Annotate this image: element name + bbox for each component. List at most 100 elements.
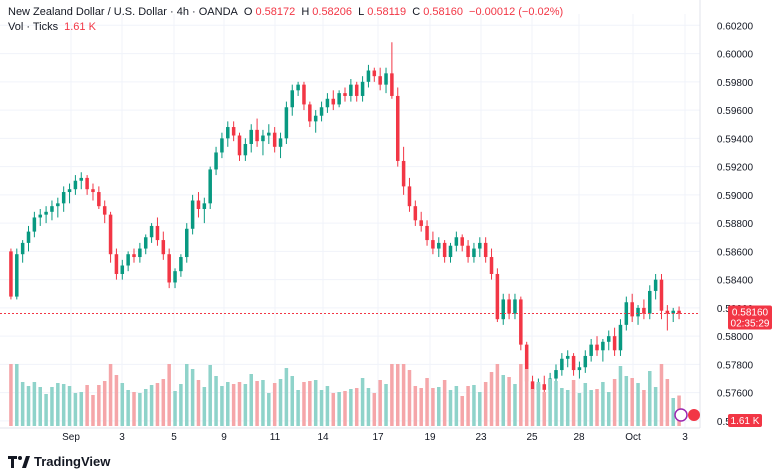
low-label: L bbox=[358, 6, 365, 18]
candle-body bbox=[565, 355, 570, 359]
candle-body bbox=[595, 344, 599, 351]
candle-body bbox=[507, 299, 511, 314]
candle-body bbox=[20, 242, 25, 255]
candle-body bbox=[495, 273, 500, 320]
volume-bar bbox=[325, 386, 330, 426]
volume-bar bbox=[255, 381, 259, 426]
candle-body bbox=[343, 93, 347, 96]
volume-bar bbox=[50, 387, 54, 426]
y-tick-label: 0.59000 bbox=[717, 191, 754, 202]
candle-body bbox=[671, 310, 675, 314]
volume-bar bbox=[226, 382, 230, 426]
volume-bar bbox=[618, 366, 623, 426]
candle-body bbox=[677, 310, 681, 314]
candle-body bbox=[149, 225, 154, 238]
volume-bar bbox=[32, 382, 37, 426]
volume-bar bbox=[231, 384, 236, 426]
candle-body bbox=[360, 81, 365, 96]
candle-body bbox=[612, 336, 617, 351]
volume-bar bbox=[407, 370, 412, 426]
volume-bar bbox=[261, 380, 265, 426]
volume-bar bbox=[102, 381, 107, 426]
candle-body bbox=[624, 302, 629, 325]
volume-bar bbox=[507, 377, 511, 426]
candle-body bbox=[255, 129, 259, 142]
candle-body bbox=[26, 231, 31, 243]
low-value: 0.58119 bbox=[367, 6, 407, 18]
close-value: 0.58160 bbox=[423, 6, 463, 18]
volume-bar bbox=[530, 389, 535, 426]
volume-bar bbox=[61, 384, 66, 426]
volume-bar bbox=[173, 391, 177, 426]
volume-bar bbox=[67, 386, 72, 426]
candle-body bbox=[61, 192, 66, 204]
candle-body bbox=[401, 160, 406, 187]
y-tick-label: 0.57600 bbox=[717, 389, 754, 400]
volume-bar bbox=[114, 375, 119, 426]
candle-body bbox=[44, 211, 48, 215]
volume-bar bbox=[665, 379, 670, 426]
volume-bar bbox=[431, 388, 435, 426]
volume-bar bbox=[308, 381, 312, 426]
candle-body bbox=[267, 132, 271, 136]
volume-bar bbox=[38, 387, 42, 426]
candle-body bbox=[483, 242, 488, 258]
volume-bar bbox=[143, 389, 148, 426]
volume-bar bbox=[560, 388, 564, 426]
candle-body bbox=[325, 98, 330, 108]
volume-bar bbox=[524, 369, 529, 426]
candle-body bbox=[126, 254, 130, 266]
volume-bar bbox=[290, 376, 295, 426]
open-label: O bbox=[243, 6, 253, 18]
volume-bar bbox=[220, 386, 224, 426]
candle-body bbox=[648, 290, 652, 314]
candle-body bbox=[372, 70, 377, 77]
candle-body bbox=[366, 70, 371, 82]
candle-body bbox=[184, 228, 189, 258]
candle-body bbox=[489, 257, 494, 274]
candle-body bbox=[161, 240, 166, 255]
y-tick-label: 0.58600 bbox=[717, 247, 754, 258]
tradingview-logo[interactable]: TradingView bbox=[8, 454, 110, 469]
y-tick-label: 0.59600 bbox=[717, 106, 754, 117]
volume-bar bbox=[483, 382, 488, 426]
volume-bar bbox=[343, 391, 347, 426]
candle-body bbox=[472, 248, 476, 258]
volume-bar bbox=[642, 390, 646, 426]
y-tick-label: 0.59200 bbox=[717, 163, 754, 174]
volume-badge-bg bbox=[728, 414, 762, 427]
volume-bar bbox=[296, 390, 300, 426]
volume-bar bbox=[425, 378, 429, 426]
candle-body bbox=[454, 237, 459, 246]
volume-bar bbox=[565, 390, 570, 426]
candle-body bbox=[606, 336, 611, 342]
candle-body bbox=[179, 257, 183, 272]
candle-body bbox=[530, 381, 535, 390]
candle-body bbox=[425, 225, 429, 241]
lightning-event-icon[interactable] bbox=[674, 408, 688, 422]
volume-bar bbox=[466, 386, 470, 426]
volume-bar bbox=[267, 393, 271, 426]
candle-body bbox=[190, 200, 195, 229]
volume-bar bbox=[56, 383, 60, 426]
volume-bar bbox=[390, 364, 394, 426]
volume-bar bbox=[472, 385, 476, 426]
x-tick-label: Sep bbox=[62, 432, 80, 443]
flag-event-icon[interactable] bbox=[688, 409, 700, 421]
candle-body bbox=[138, 248, 142, 258]
x-tick-label: 23 bbox=[475, 432, 487, 443]
volume-bar bbox=[167, 364, 171, 426]
volume-bar bbox=[91, 395, 95, 426]
candle-body bbox=[589, 344, 593, 356]
volume-bar bbox=[360, 378, 365, 426]
candle-body bbox=[237, 135, 242, 156]
volume-bar bbox=[208, 365, 212, 426]
volume-bar bbox=[237, 382, 242, 426]
high-label: H bbox=[301, 6, 310, 18]
volume-bar bbox=[419, 388, 423, 426]
volume-bar bbox=[337, 392, 341, 426]
candle-body bbox=[97, 192, 101, 207]
candle-body bbox=[91, 189, 95, 193]
volume-bar bbox=[138, 393, 142, 426]
